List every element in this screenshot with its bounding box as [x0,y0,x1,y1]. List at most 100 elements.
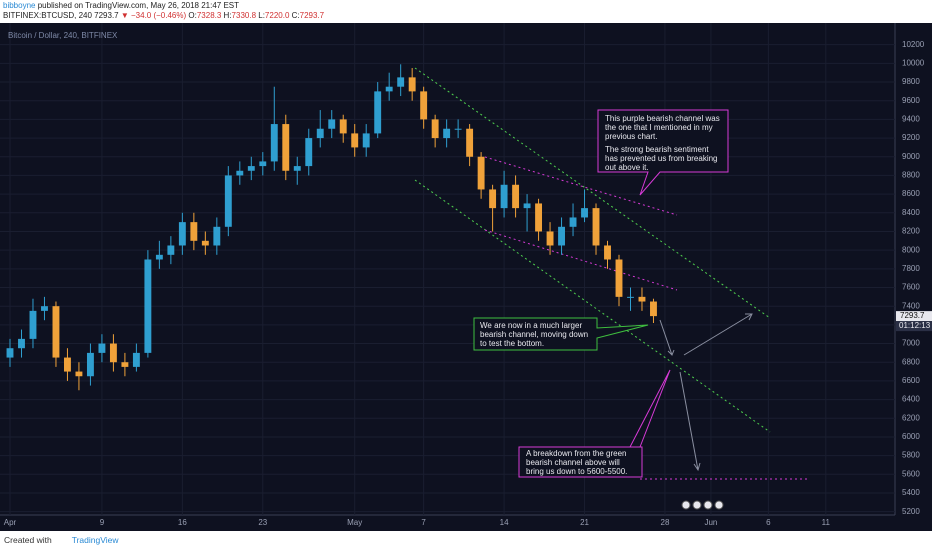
candle-body [190,222,198,241]
event-icon[interactable] [681,500,691,510]
y-tick-label: 8000 [902,245,920,254]
y-tick-label: 9200 [902,133,920,142]
annotation-line: bearish channel, moving down [480,330,588,339]
purple-channel-bottom [484,229,678,291]
candle-body [270,124,278,162]
candle-body [408,77,416,92]
chart: This purple bearish channel was the one … [0,23,932,531]
candle-body [86,352,94,377]
x-tick-label: 11 [822,518,831,527]
arrow [679,371,701,472]
candle-body [282,124,290,171]
candle-body [213,226,221,246]
y-tick-label: 7400 [902,301,920,310]
candle-body [627,296,634,298]
y-tick-label: 9000 [902,152,920,161]
arrows [659,313,753,472]
purple-channel-top [484,156,678,216]
y-tick-label: 5400 [902,488,920,497]
candle-body [615,259,623,297]
candle-body [546,231,554,246]
annotation-line: A breakdown from the green [526,449,627,458]
candle-body [155,254,163,260]
y-tick-label: 9600 [902,96,920,105]
footer: Created with TradingView [4,535,119,545]
x-tick-label: 9 [100,518,105,527]
ohlc-value: 7220.0 [264,11,290,20]
x-tick-label: 14 [500,518,509,527]
countdown-label: 01:12:13 [899,321,931,330]
arrow [683,313,753,356]
y-tick-label: 5200 [902,507,920,516]
event-icon[interactable] [692,500,702,510]
candle-body [236,170,244,176]
y-tick-label: 8800 [902,171,920,180]
candle-body [178,222,186,246]
candle-body [64,357,71,372]
candle-body [293,166,301,171]
x-tick-label: 23 [258,518,267,527]
candle-body [500,184,508,209]
candle-body [604,245,611,260]
candle-body [6,348,14,358]
brand[interactable]: TradingView [71,535,119,545]
candle-body [477,156,485,190]
y-tick-label: 6200 [902,413,920,422]
candle-body [259,161,267,167]
candle-body [167,245,175,255]
ohlc-value: 7328.3 [196,11,222,20]
candle-body [144,259,152,353]
y-tick-label: 7000 [902,339,920,348]
candle-body [351,133,359,148]
ohlc-value: 7293.7 [299,11,325,20]
green-channel-top [414,67,771,319]
callout-text: This purple bearish channel was the one … [480,114,720,476]
event-icon[interactable] [703,500,713,510]
ohlc-label: H: [223,11,232,20]
annotation-line: out above it. [605,163,649,172]
x-tick-label: Jun [704,518,717,527]
candle-body [75,371,83,377]
candle-body [489,189,497,209]
candle-body [397,77,405,87]
x-tick-label: 7 [421,518,426,527]
header: bibboyne published on TradingView.com, M… [3,1,324,21]
candle-body [201,240,209,246]
trend-lines [414,67,808,480]
annotation-line: The strong bearish sentiment [605,145,709,154]
created-with: Created with [4,535,52,545]
x-tick-label: May [347,518,362,527]
candle-body [29,310,37,339]
y-tick-label: 7800 [902,264,920,273]
header-line: bibboyne published on TradingView.com, M… [3,1,324,11]
callout-box [597,109,729,196]
candle-body [374,91,382,134]
author[interactable]: bibboyne [3,1,36,10]
candle-body [362,133,370,148]
candle-body [581,208,588,218]
countdown-box [896,321,932,332]
candle-body [339,119,347,134]
annotation-line: We are now in a much larger [480,321,582,330]
x-tick-label: 21 [580,518,589,527]
annotation-line: previous chart. [605,132,657,141]
y-tick-label: 6000 [902,432,920,441]
callout-box [473,317,649,351]
x-tick-label: 28 [661,518,670,527]
candle-body [535,203,543,232]
candles [6,64,657,391]
candle-body [523,203,531,209]
event-icon[interactable] [714,500,724,510]
change: ▼ −34.0 (−0.46%) [120,11,187,20]
annotation-line: This purple bearish channel was [605,114,720,123]
y-tick-label: 8200 [902,227,920,236]
candle-body [305,138,313,167]
chart-background [0,23,932,531]
ohlc-label: L: [258,11,265,20]
candle-body [52,306,60,358]
candle-body [132,352,140,367]
candle-body [247,166,255,171]
y-tick-label: 10200 [902,40,925,49]
y-tick-label: 10000 [902,58,925,67]
